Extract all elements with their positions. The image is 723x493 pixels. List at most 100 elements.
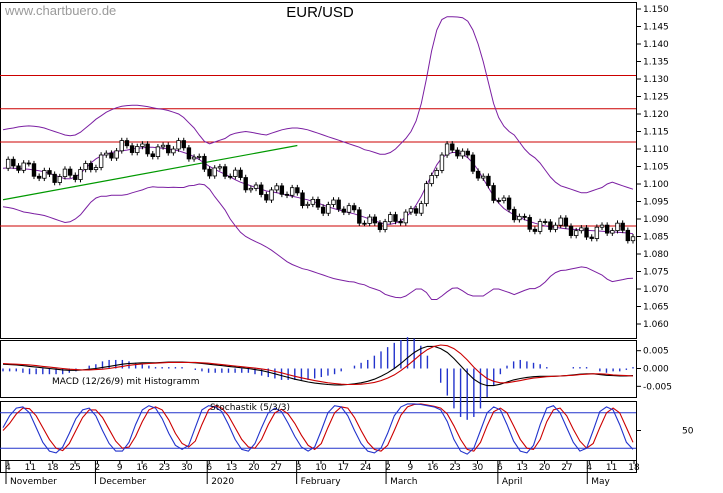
candle-body xyxy=(207,168,212,177)
candle-body xyxy=(594,226,600,239)
candle-body xyxy=(475,170,481,179)
candle-body xyxy=(145,143,150,155)
stoch-k-line xyxy=(2,403,634,455)
price-tick-label: 1.145 xyxy=(643,23,669,33)
support-trendline xyxy=(2,144,298,201)
candle-body xyxy=(191,156,197,160)
candle-body xyxy=(470,154,476,172)
macd-label: MACD (12/26/9) mit Histogramm xyxy=(52,377,200,387)
candle-body xyxy=(258,184,264,195)
candle-body xyxy=(253,184,259,189)
chart-title: EUR/USD xyxy=(286,4,354,21)
macd-panel: 0.005 0.000 -0.005 MACD (12/26/9) mit Histo… xyxy=(2,337,672,420)
candle-body xyxy=(491,185,496,201)
candle-body xyxy=(465,150,470,156)
candle-body xyxy=(527,217,532,230)
candle-body xyxy=(625,229,631,242)
candle-body xyxy=(248,187,254,191)
day-tick-label: 13 xyxy=(226,463,237,473)
price-tick-label: 1.115 xyxy=(643,128,669,138)
candle-body xyxy=(78,169,83,180)
price-tick-label: 1.150 xyxy=(643,5,669,15)
candle-body xyxy=(52,173,57,183)
candle-body xyxy=(434,170,439,176)
candle-body xyxy=(413,208,419,214)
candle-body xyxy=(558,217,563,226)
candle-body xyxy=(599,224,605,228)
candle-body xyxy=(357,209,362,224)
day-tick-label: 9 xyxy=(408,463,414,473)
candle-body xyxy=(367,216,372,224)
candle-body xyxy=(579,227,584,232)
candle-body xyxy=(284,193,290,196)
candle-body xyxy=(615,222,620,231)
candle-body xyxy=(537,221,543,232)
day-tick-label: 24 xyxy=(360,463,372,473)
bollinger-lower-band xyxy=(2,183,634,300)
day-tick-label: 6 xyxy=(497,463,503,473)
candle-body xyxy=(548,221,553,230)
candle-body xyxy=(62,168,68,178)
month-label: March xyxy=(390,477,417,487)
candle-body xyxy=(47,170,52,175)
candle-body xyxy=(269,189,274,201)
panel-frames xyxy=(0,2,637,473)
macd-line xyxy=(2,345,634,387)
candle-body xyxy=(310,198,316,205)
month-label: December xyxy=(99,477,146,487)
candle-body xyxy=(21,162,26,171)
candle-body xyxy=(346,205,352,213)
candle-body xyxy=(372,216,378,224)
candle-body xyxy=(31,163,37,177)
candle-body xyxy=(382,221,388,230)
candle-body xyxy=(553,224,558,230)
price-tick-label: 1.080 xyxy=(643,250,669,260)
candle-body xyxy=(408,208,414,213)
day-tick-label: 25 xyxy=(69,463,80,473)
candle-body xyxy=(114,150,119,159)
day-tick-label: 10 xyxy=(315,463,327,473)
candle-body xyxy=(589,236,594,239)
price-tick-label: 1.070 xyxy=(643,285,669,295)
candle-body xyxy=(362,222,367,225)
candle-body xyxy=(532,228,538,232)
month-label: May xyxy=(591,477,610,487)
candle-body xyxy=(222,166,228,177)
day-tick-label: 16 xyxy=(136,463,148,473)
candle-body xyxy=(16,165,21,171)
candle-body xyxy=(264,194,269,201)
candle-body xyxy=(444,143,450,156)
candle-body xyxy=(563,217,569,227)
day-tick-label: 23 xyxy=(449,463,460,473)
candle-body xyxy=(522,215,527,218)
candle-body xyxy=(238,169,243,178)
candle-body xyxy=(584,227,589,238)
price-tick-label: 1.105 xyxy=(643,163,669,173)
candle-body xyxy=(295,187,300,194)
price-tick-label: 1.100 xyxy=(643,180,669,190)
candle-body xyxy=(26,162,32,165)
bollinger-bands xyxy=(2,16,634,300)
candle-body xyxy=(197,155,202,158)
candle-body xyxy=(160,144,166,148)
day-tick-label: 6 xyxy=(206,463,212,473)
candle-body xyxy=(506,197,512,210)
month-label: February xyxy=(301,477,342,487)
watermark: www.chartbuero.de xyxy=(5,3,117,18)
candle-body xyxy=(543,221,548,223)
price-tick-label: 1.120 xyxy=(643,110,669,120)
day-tick-label: 23 xyxy=(159,463,170,473)
time-axis-frame xyxy=(0,460,637,473)
day-tick-label: 20 xyxy=(539,463,551,473)
time-axis: 4 11 18 25 2 9 16 23 30 6 13 20 27 3 10 17 24 2 9 16 23 30 6 13… xyxy=(5,460,640,487)
price-panel-frame xyxy=(0,2,637,339)
candle-body xyxy=(630,236,636,242)
candle-body xyxy=(104,152,109,156)
stoch-tick-label: 50 xyxy=(682,427,694,437)
candle-body xyxy=(439,154,445,171)
candle-body xyxy=(228,175,233,178)
price-tick-label: 1.135 xyxy=(643,58,669,68)
candle-body xyxy=(166,144,171,154)
candle-body xyxy=(496,200,501,202)
